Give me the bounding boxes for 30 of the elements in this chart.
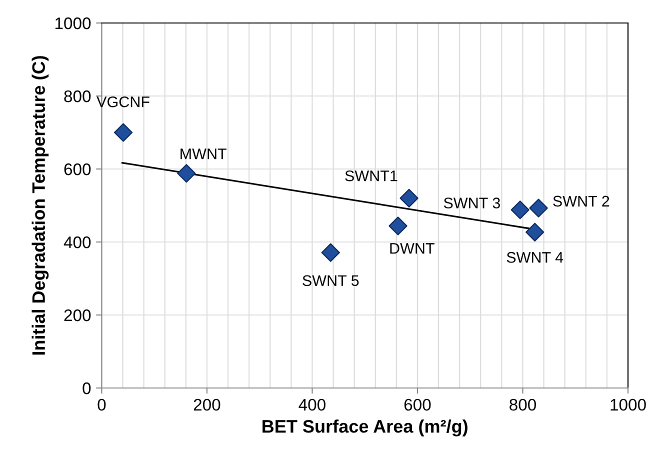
y-tick-label: 600 <box>64 163 91 176</box>
y-tick-label: 400 <box>64 236 91 248</box>
y-tick-label: 0 <box>82 382 91 394</box>
annotation: SWNT1 <box>345 170 398 182</box>
x-tick-label: 800 <box>510 398 536 411</box>
y-axis-title: Initial Degradation Temperature (C) <box>32 56 49 355</box>
x-tick-label: 1000 <box>610 398 646 411</box>
point <box>400 188 418 208</box>
annotation: MWNT <box>180 148 227 160</box>
x-axis-title: BET Surface Area (m²/g) <box>262 420 468 436</box>
x-tick-label: 200 <box>194 398 220 411</box>
point <box>526 222 544 242</box>
point <box>177 164 196 183</box>
y-tick-label: 200 <box>64 309 91 322</box>
point <box>510 200 530 220</box>
y-tick-label: 800 <box>64 90 91 102</box>
point <box>529 198 548 218</box>
point <box>388 216 408 236</box>
annotation: DWNT <box>390 243 434 254</box>
y-tick-label: 1000 <box>55 17 91 30</box>
annotation: VGCNF <box>96 96 150 108</box>
annotation: SWNT 4 <box>506 252 564 263</box>
point <box>321 243 340 262</box>
point <box>114 123 133 142</box>
annotation: SWNT 2 <box>553 196 610 207</box>
x-tick-label: 0 <box>98 398 106 411</box>
x-tick-label: 400 <box>298 398 326 411</box>
annotation: SWNT 5 <box>302 275 359 286</box>
x-tick-label: 600 <box>404 398 431 411</box>
annotation: SWNT 3 <box>444 198 500 208</box>
